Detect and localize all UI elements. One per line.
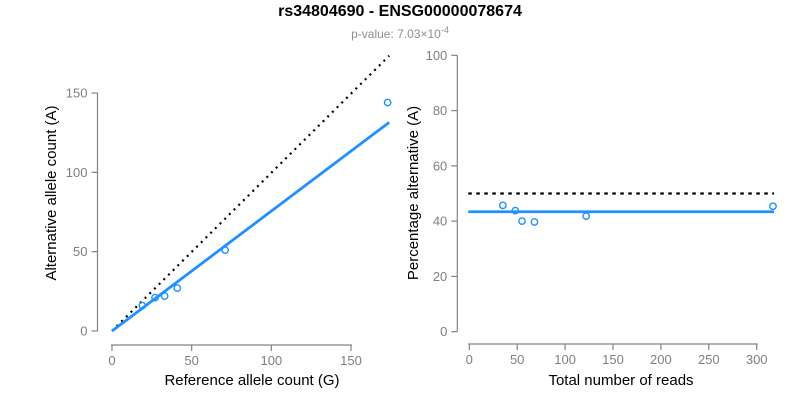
svg-text:100: 100 xyxy=(66,165,88,180)
data-point xyxy=(769,202,777,211)
svg-text:200: 200 xyxy=(650,352,672,367)
svg-text:150: 150 xyxy=(66,85,88,100)
svg-text:100: 100 xyxy=(426,48,448,63)
chart-panels: 0 50 100 150 0 50 100 150 Reference allele coun… xyxy=(0,40,800,400)
pvalue-exponent: -4 xyxy=(440,25,449,35)
data-point xyxy=(518,217,526,226)
svg-text:20: 20 xyxy=(433,269,447,284)
left-x-axis-title: Reference allele count (G) xyxy=(164,372,339,389)
svg-text:250: 250 xyxy=(698,352,720,367)
right-chart: 0 20 40 60 80 100 0 50 100 150 200 250 300 Total num… xyxy=(400,40,800,400)
svg-text:100: 100 xyxy=(554,352,576,367)
right-chart-canvas: 0 20 40 60 80 100 0 50 100 150 200 250 300 Total num… xyxy=(405,48,777,389)
right-x-axis-title: Total number of reads xyxy=(548,372,693,389)
left-chart: 0 50 100 150 0 50 100 150 Reference allele coun… xyxy=(0,40,400,400)
data-point xyxy=(221,246,230,254)
data-point xyxy=(160,292,169,300)
data-point xyxy=(582,212,591,221)
svg-text:100: 100 xyxy=(260,353,282,368)
left-axes: 0 50 100 150 0 50 100 150 xyxy=(66,54,392,368)
data-point xyxy=(511,206,520,215)
data-point xyxy=(383,98,392,107)
plot-title: rs34804690 - ENSG00000078674 xyxy=(278,3,522,20)
right-y-axis-title: Percentage alternative (A) xyxy=(405,106,422,280)
svg-text:0: 0 xyxy=(108,353,115,368)
right-axes: 0 20 40 60 80 100 0 50 100 150 200 250 300 xyxy=(426,48,777,367)
svg-text:80: 80 xyxy=(433,103,447,118)
data-point xyxy=(173,284,182,293)
svg-text:50: 50 xyxy=(184,353,198,368)
svg-text:150: 150 xyxy=(340,353,362,368)
svg-text:0: 0 xyxy=(440,324,447,339)
data-point xyxy=(138,301,147,310)
svg-text:50: 50 xyxy=(73,244,87,259)
left-chart-canvas: 0 50 100 150 0 50 100 150 Reference allele coun… xyxy=(43,54,392,389)
svg-text:300: 300 xyxy=(746,352,768,367)
plot-subtitle: p-value: 7.03×10-4 xyxy=(0,24,800,41)
data-point xyxy=(498,201,507,210)
data-point xyxy=(151,293,159,302)
pvalue-text: p-value: 7.03×10 xyxy=(351,27,441,41)
svg-text:150: 150 xyxy=(602,352,624,367)
left-y-axis-title: Alternative allele count (A) xyxy=(43,105,60,280)
svg-text:0: 0 xyxy=(466,352,473,367)
svg-text:0: 0 xyxy=(80,324,87,339)
svg-text:60: 60 xyxy=(433,158,447,173)
svg-text:50: 50 xyxy=(510,352,524,367)
svg-text:40: 40 xyxy=(433,214,447,229)
data-point xyxy=(530,218,539,226)
plot-header: rs34804690 - ENSG00000078674 p-value: 7.… xyxy=(0,0,800,41)
